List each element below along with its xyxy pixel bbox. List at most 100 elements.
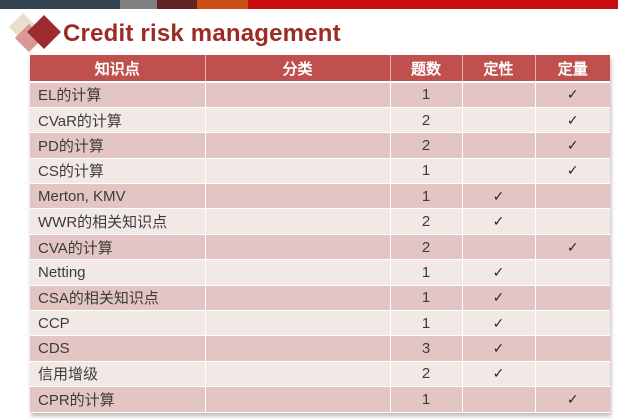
- col-header-qualitative: 定性: [462, 55, 536, 83]
- quantitative-check-cell: ✓: [535, 132, 610, 159]
- count-cell: 2: [390, 208, 463, 235]
- topic-cell: 信用增级: [30, 361, 206, 388]
- check-icon: ✓: [492, 187, 505, 204]
- category-cell: [205, 386, 391, 413]
- count-cell: 3: [390, 335, 463, 362]
- topic-cell: WWR的相关知识点: [30, 208, 206, 235]
- table-row: CDS 3 ✓: [30, 335, 610, 362]
- check-icon: ✓: [492, 340, 505, 357]
- qualitative-check-cell: [462, 107, 536, 134]
- category-cell: [205, 361, 391, 388]
- topic-cell: CVA的计算: [30, 234, 206, 261]
- table-row: 信用增级 2 ✓: [30, 361, 610, 388]
- qualitative-check-cell: [462, 234, 536, 261]
- check-icon: ✓: [566, 238, 579, 255]
- topic-cell: CSA的相关知识点: [30, 285, 206, 312]
- count-cell: 2: [390, 361, 463, 388]
- check-icon: ✓: [566, 162, 579, 179]
- table-header-row: 知识点 分类 题数 定性 定量: [30, 55, 610, 83]
- quantitative-check-cell: ✓: [535, 158, 610, 185]
- diamond-logo-icon: [8, 12, 63, 56]
- col-header-count: 题数: [390, 55, 463, 83]
- qualitative-check-cell: ✓: [462, 183, 536, 210]
- qualitative-check-cell: [462, 82, 536, 108]
- topic-cell: CDS: [30, 335, 206, 362]
- quantitative-check-cell: [535, 335, 610, 362]
- quantitative-check-cell: ✓: [535, 386, 610, 413]
- quantitative-check-cell: [535, 310, 610, 337]
- category-cell: [205, 208, 391, 235]
- qualitative-check-cell: ✓: [462, 208, 536, 235]
- table-row: CPR的计算 1 ✓: [30, 386, 610, 413]
- table-body: EL的计算 1 ✓ CVaR的计算 2 ✓ PD的计算 2 ✓ CS的计算 1 ✓ Merton, KM…: [30, 82, 610, 413]
- knowledge-table-wrap: 知识点 分类 题数 定性 定量 EL的计算 1 ✓ CVaR的计算 2 ✓ PD的计算 2 ✓ C…: [30, 55, 610, 413]
- category-cell: [205, 158, 391, 185]
- topic-cell: CVaR的计算: [30, 107, 206, 134]
- check-icon: ✓: [492, 213, 505, 230]
- col-header-quantitative: 定量: [535, 55, 610, 83]
- category-cell: [205, 132, 391, 159]
- count-cell: 2: [390, 107, 463, 134]
- topic-cell: Merton, KMV: [30, 183, 206, 210]
- count-cell: 1: [390, 310, 463, 337]
- table-row: Merton, KMV 1 ✓: [30, 183, 610, 210]
- table-row: CCP 1 ✓: [30, 310, 610, 337]
- count-cell: 2: [390, 234, 463, 261]
- count-cell: 1: [390, 82, 463, 108]
- category-cell: [205, 183, 391, 210]
- table-row: CS的计算 1 ✓: [30, 158, 610, 185]
- col-header-topic: 知识点: [30, 55, 206, 83]
- check-icon: ✓: [566, 136, 579, 153]
- topic-cell: CS的计算: [30, 158, 206, 185]
- count-cell: 2: [390, 132, 463, 159]
- table-row: Netting 1 ✓: [30, 259, 610, 286]
- category-cell: [205, 107, 391, 134]
- table-row: WWR的相关知识点 2 ✓: [30, 208, 610, 235]
- qualitative-check-cell: [462, 132, 536, 159]
- title-row: Credit risk management: [8, 12, 341, 56]
- table-row: CSA的相关知识点 1 ✓: [30, 285, 610, 312]
- category-cell: [205, 82, 391, 108]
- qualitative-check-cell: ✓: [462, 285, 536, 312]
- quantitative-check-cell: ✓: [535, 82, 610, 108]
- topic-cell: CPR的计算: [30, 386, 206, 413]
- qualitative-check-cell: ✓: [462, 310, 536, 337]
- count-cell: 1: [390, 259, 463, 286]
- accent-bar-segment: [248, 0, 618, 9]
- accent-bar-segment: [0, 0, 120, 9]
- topic-cell: CCP: [30, 310, 206, 337]
- qualitative-check-cell: ✓: [462, 361, 536, 388]
- accent-bar-segment: [120, 0, 157, 9]
- quantitative-check-cell: [535, 183, 610, 210]
- check-icon: ✓: [566, 390, 579, 407]
- quantitative-check-cell: ✓: [535, 107, 610, 134]
- col-header-category: 分类: [205, 55, 391, 83]
- accent-bar: [0, 0, 618, 9]
- check-icon: ✓: [492, 314, 505, 331]
- topic-cell: PD的计算: [30, 132, 206, 159]
- quantitative-check-cell: [535, 361, 610, 388]
- check-icon: ✓: [566, 86, 579, 103]
- qualitative-check-cell: [462, 386, 536, 413]
- count-cell: 1: [390, 158, 463, 185]
- knowledge-table: 知识点 分类 题数 定性 定量 EL的计算 1 ✓ CVaR的计算 2 ✓ PD的计算 2 ✓ C…: [30, 55, 610, 413]
- check-icon: ✓: [492, 289, 505, 306]
- quantitative-check-cell: [535, 208, 610, 235]
- check-icon: ✓: [492, 263, 505, 280]
- qualitative-check-cell: ✓: [462, 259, 536, 286]
- table-row: CVA的计算 2 ✓: [30, 234, 610, 261]
- page-title: Credit risk management: [63, 20, 341, 47]
- check-icon: ✓: [492, 365, 505, 382]
- quantitative-check-cell: [535, 285, 610, 312]
- quantitative-check-cell: ✓: [535, 234, 610, 261]
- quantitative-check-cell: [535, 259, 610, 286]
- qualitative-check-cell: ✓: [462, 335, 536, 362]
- table-row: CVaR的计算 2 ✓: [30, 107, 610, 134]
- count-cell: 1: [390, 183, 463, 210]
- category-cell: [205, 310, 391, 337]
- topic-cell: EL的计算: [30, 82, 206, 108]
- accent-bar-segment: [157, 0, 197, 9]
- table-row: EL的计算 1 ✓: [30, 82, 610, 108]
- category-cell: [205, 234, 391, 261]
